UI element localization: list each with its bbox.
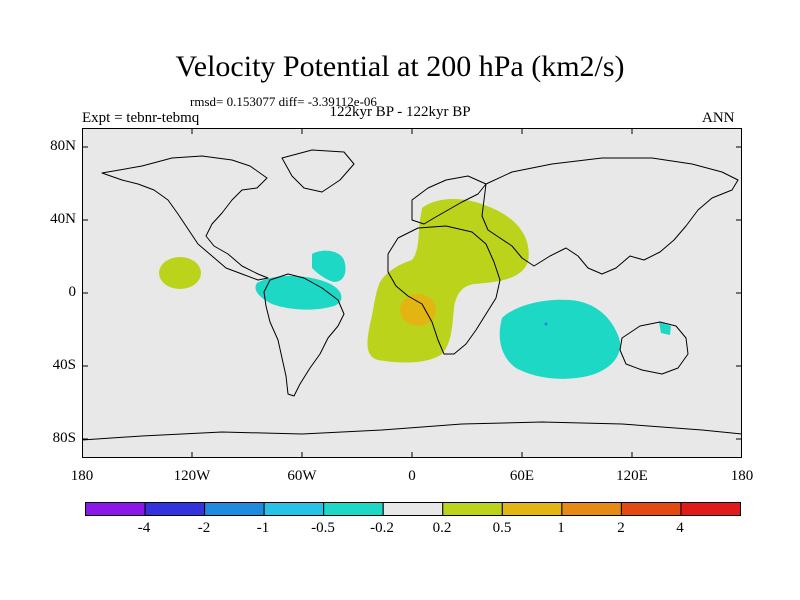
colorbar-label: 0.5 (492, 520, 512, 536)
lon-label-180w: 180 (70, 468, 94, 484)
gulf-of-guinea-max (400, 294, 436, 326)
map-panel (82, 128, 742, 458)
lat-label-40n: 40N (50, 211, 76, 227)
greenland-outline (281, 149, 355, 193)
lon-label-180e: 180 (730, 468, 754, 484)
colorbar-label: 2 (617, 520, 625, 536)
colorbar-label: -0.2 (370, 520, 394, 536)
colorbar-label: -2 (197, 520, 211, 536)
colorbar-box (204, 502, 265, 516)
colorbar-box (561, 502, 622, 516)
lon-label-0: 0 (408, 468, 416, 484)
map-title: Velocity Potential at 200 hPa (km2/s) (175, 50, 625, 83)
colorbar-box (85, 502, 146, 516)
indian-ocean-min-dot (544, 322, 548, 326)
colorbar-box (442, 502, 503, 516)
caribbean-negative (255, 275, 342, 310)
colorbar-label: -0.5 (311, 520, 335, 536)
colorbar-label: 1 (557, 520, 565, 536)
colorbar-box (323, 502, 384, 516)
stats-text: rmsd= 0.153077 diff= -3.39112e-06 (190, 94, 377, 109)
lat-label-0: 0 (68, 284, 77, 300)
colorbar (85, 502, 741, 516)
colorbar-label: 4 (676, 520, 684, 536)
asia-outline (481, 157, 739, 275)
contour-regions (159, 198, 671, 379)
lat-label-80s: 80S (52, 430, 76, 446)
coastlines (82, 149, 742, 441)
australia-outline (619, 321, 689, 375)
period-label: 122kyr BP - 122kyr BP (329, 104, 471, 120)
antarctica-outline (82, 421, 742, 441)
colorbar-box (382, 502, 444, 516)
lon-label-120w: 120W (173, 468, 211, 484)
colorbar-box (263, 502, 325, 516)
colorbar-box (620, 502, 682, 516)
axis-ticks (82, 128, 742, 458)
experiment-label: Expt = tebnr-tebmq (82, 110, 200, 126)
lon-label-60w: 60W (287, 468, 317, 484)
australia-negative (659, 322, 671, 335)
south-america-outline (263, 273, 345, 397)
colorbar-label: 0.2 (432, 520, 452, 536)
colorbar-box (501, 502, 563, 516)
colorbar-label: -1 (256, 520, 270, 536)
north-atlantic-negative (312, 250, 346, 282)
colorbar-box (680, 502, 741, 516)
colorbar-box (144, 502, 206, 516)
lon-label-60e: 60E (509, 468, 535, 484)
lon-label-120e: 120E (616, 468, 648, 484)
lat-label-40s: 40S (52, 357, 76, 373)
north-pacific-positive (159, 257, 201, 289)
north-america-outline (101, 155, 269, 281)
lat-label-80n: 80N (50, 138, 76, 154)
indian-ocean-negative (499, 299, 621, 379)
season-label: ANN (702, 110, 735, 126)
europe-outline (411, 175, 487, 225)
colorbar-label: -4 (137, 520, 151, 536)
africa-outline (387, 225, 501, 355)
